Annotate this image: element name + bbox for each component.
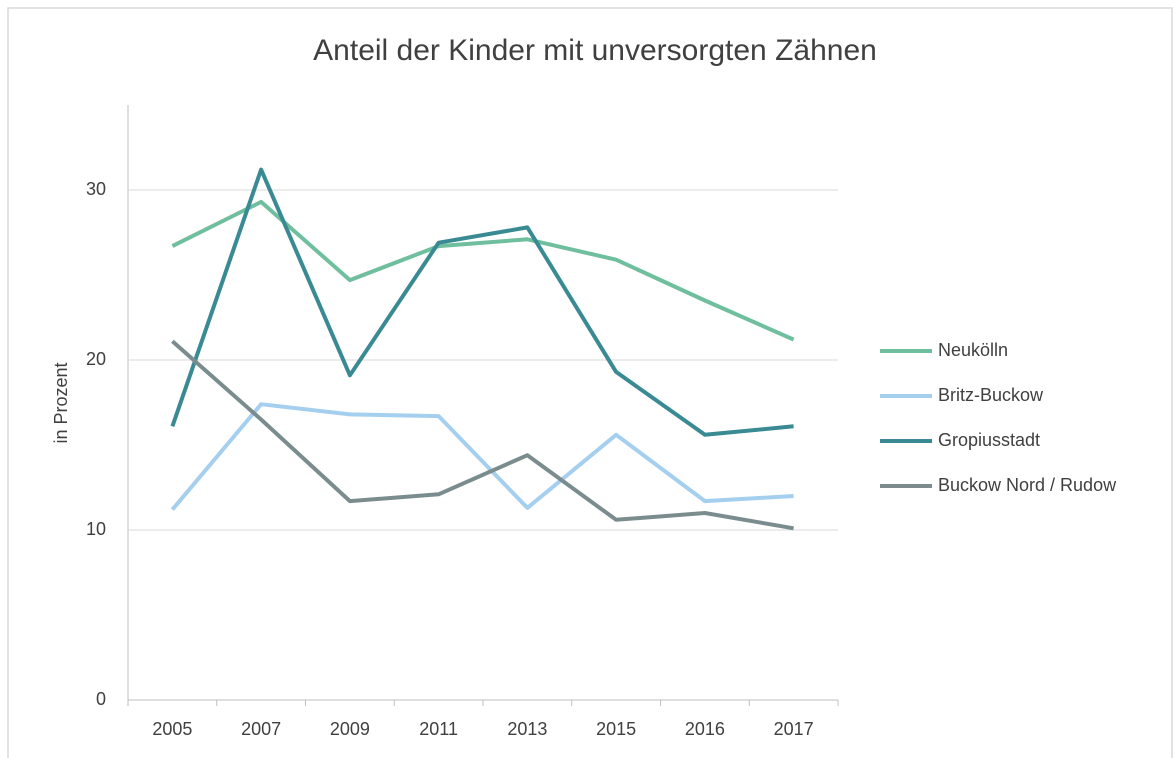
legend-label: Britz-Buckow [938, 385, 1044, 405]
x-tick-label: 2017 [774, 719, 814, 739]
legend-label: Gropiusstadt [938, 430, 1040, 450]
y-tick-label: 30 [86, 179, 106, 199]
x-tick-label: 2009 [330, 719, 370, 739]
series-line [170, 402, 794, 511]
y-tick-label: 0 [96, 689, 106, 709]
x-tick-label: 2013 [507, 719, 547, 739]
y-axis-label: in Prozent [51, 362, 71, 443]
y-tick-label: 10 [86, 519, 106, 539]
x-tick-label: 2007 [241, 719, 281, 739]
chart-title: Anteil der Kinder mit unversorgten Zähne… [313, 34, 877, 67]
series-line [171, 199, 795, 342]
legend-label: Buckow Nord / Rudow [938, 475, 1117, 495]
chart-frame [7, 7, 1173, 758]
legend-label: Neukölln [938, 340, 1008, 360]
x-tick-label: 2005 [152, 719, 192, 739]
x-tick-label: 2015 [596, 719, 636, 739]
series-line [171, 339, 794, 531]
x-tick-label: 2011 [419, 719, 458, 739]
series-line [170, 167, 794, 437]
x-tick-label: 2016 [685, 719, 725, 739]
y-tick-label: 20 [86, 349, 106, 369]
